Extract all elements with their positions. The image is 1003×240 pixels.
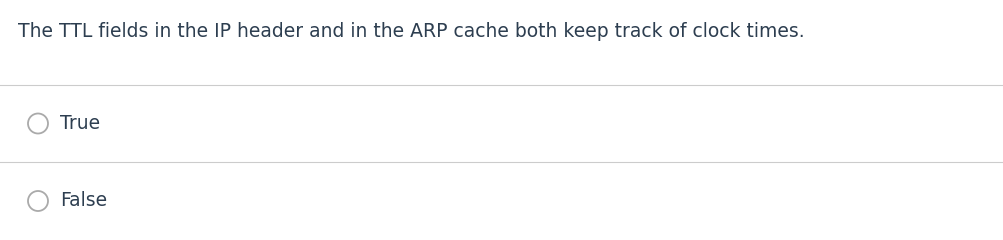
Text: False: False bbox=[60, 192, 107, 210]
Text: True: True bbox=[60, 114, 100, 133]
Text: The TTL fields in the IP header and in the ARP cache both keep track of clock ti: The TTL fields in the IP header and in t… bbox=[18, 22, 803, 41]
